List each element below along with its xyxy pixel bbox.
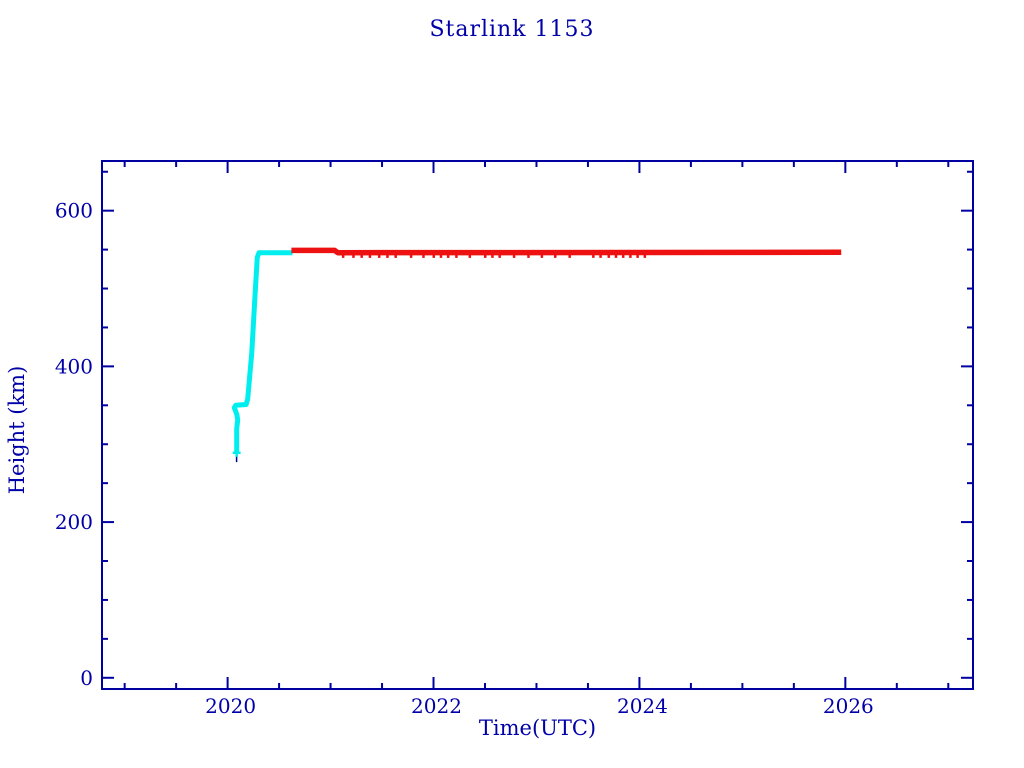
data-notch (468, 254, 472, 258)
chart-title: Starlink 1153 (429, 17, 595, 42)
y-tick-label: 200 (55, 510, 93, 534)
data-notch (386, 254, 389, 258)
data-notch (394, 254, 397, 258)
series-operational-altitude (291, 247, 842, 256)
x-tick-label: 2026 (823, 694, 874, 718)
data-notch (568, 254, 571, 258)
data-notch (422, 254, 425, 258)
data-notch (554, 254, 557, 258)
x-axis-title: Time(UTC) (478, 716, 597, 740)
data-notch (368, 254, 372, 258)
series-orbit-raising (231, 250, 293, 453)
data-notch (607, 254, 611, 258)
data-notch (455, 254, 458, 258)
y-tick-label: 400 (55, 354, 93, 378)
data-notch (636, 254, 639, 258)
data-notch (341, 254, 345, 258)
data-notch (483, 254, 487, 258)
x-tick-label: 2024 (617, 694, 668, 718)
data-notch (614, 254, 618, 258)
x-tick-label: 2020 (205, 694, 256, 718)
y-tick-label: 600 (55, 199, 93, 223)
data-notch (621, 254, 625, 258)
data-notch (643, 254, 647, 258)
data-notch (439, 254, 443, 258)
data-notch (377, 254, 381, 258)
data-notch (352, 254, 355, 258)
plot-frame (101, 160, 974, 690)
data-notch (527, 254, 530, 258)
data-notch (446, 254, 450, 258)
x-tick-label: 2022 (411, 694, 462, 718)
data-notch (360, 254, 363, 258)
data-notch (540, 254, 544, 258)
data-notch (512, 254, 516, 258)
data-notch (409, 254, 413, 258)
data-notch (599, 254, 602, 258)
y-tick-label: 0 (80, 666, 93, 690)
data-notch (592, 254, 595, 258)
data-notch (498, 254, 501, 258)
data-notch (629, 254, 632, 258)
data-notch (491, 254, 494, 258)
data-notch (432, 254, 436, 258)
